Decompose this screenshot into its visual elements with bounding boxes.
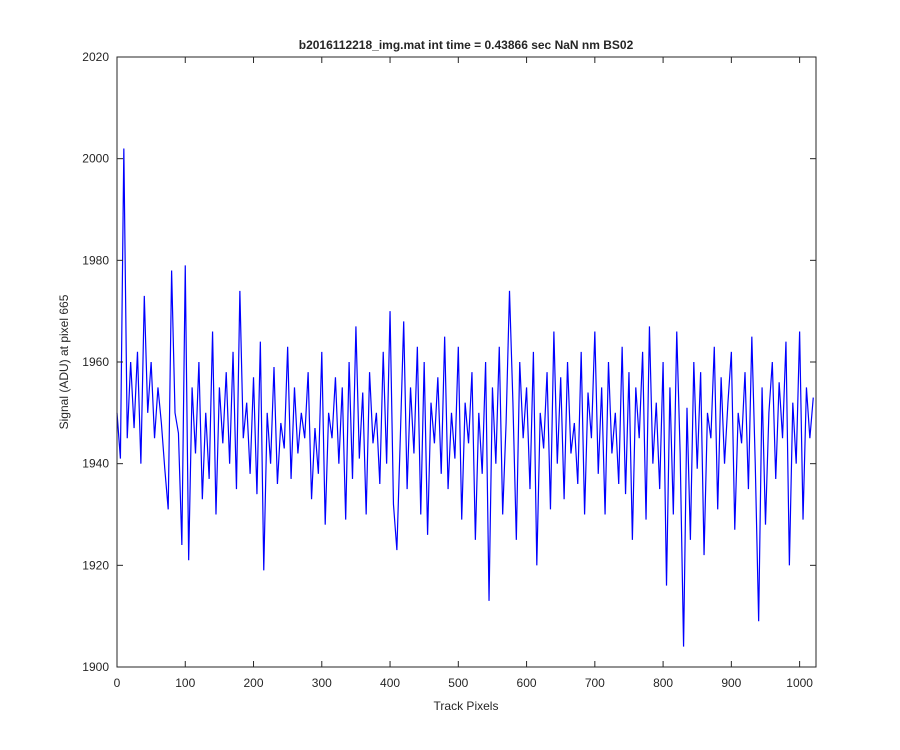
x-tick-label: 100 xyxy=(175,676,195,690)
y-tick-label: 1940 xyxy=(82,457,109,471)
x-tick-label: 300 xyxy=(312,676,332,690)
plot-frame xyxy=(116,56,817,668)
x-axis-label: Track Pixels xyxy=(434,699,499,713)
y-tick-label: 2000 xyxy=(82,152,109,166)
y-tick-label: 1920 xyxy=(82,558,109,572)
x-tick-label: 600 xyxy=(517,676,537,690)
x-tick-label: 500 xyxy=(448,676,468,690)
y-tick-label: 1900 xyxy=(82,660,109,674)
y-axis-label: Signal (ADU) at pixel 665 xyxy=(57,294,71,429)
x-tick-label: 0 xyxy=(114,676,121,690)
y-tick-label: 2020 xyxy=(82,50,109,64)
y-tick-label: 1980 xyxy=(82,253,109,267)
x-tick-label: 800 xyxy=(653,676,673,690)
x-tick-label: 700 xyxy=(585,676,605,690)
x-tick-label: 400 xyxy=(380,676,400,690)
x-tick-label: 900 xyxy=(721,676,741,690)
chart-title: b2016112218_img.mat int time = 0.43866 s… xyxy=(299,38,634,52)
x-tick-label: 1000 xyxy=(786,676,813,690)
y-tick-label: 1960 xyxy=(82,355,109,369)
x-tick-label: 200 xyxy=(244,676,264,690)
data-line xyxy=(116,148,814,647)
